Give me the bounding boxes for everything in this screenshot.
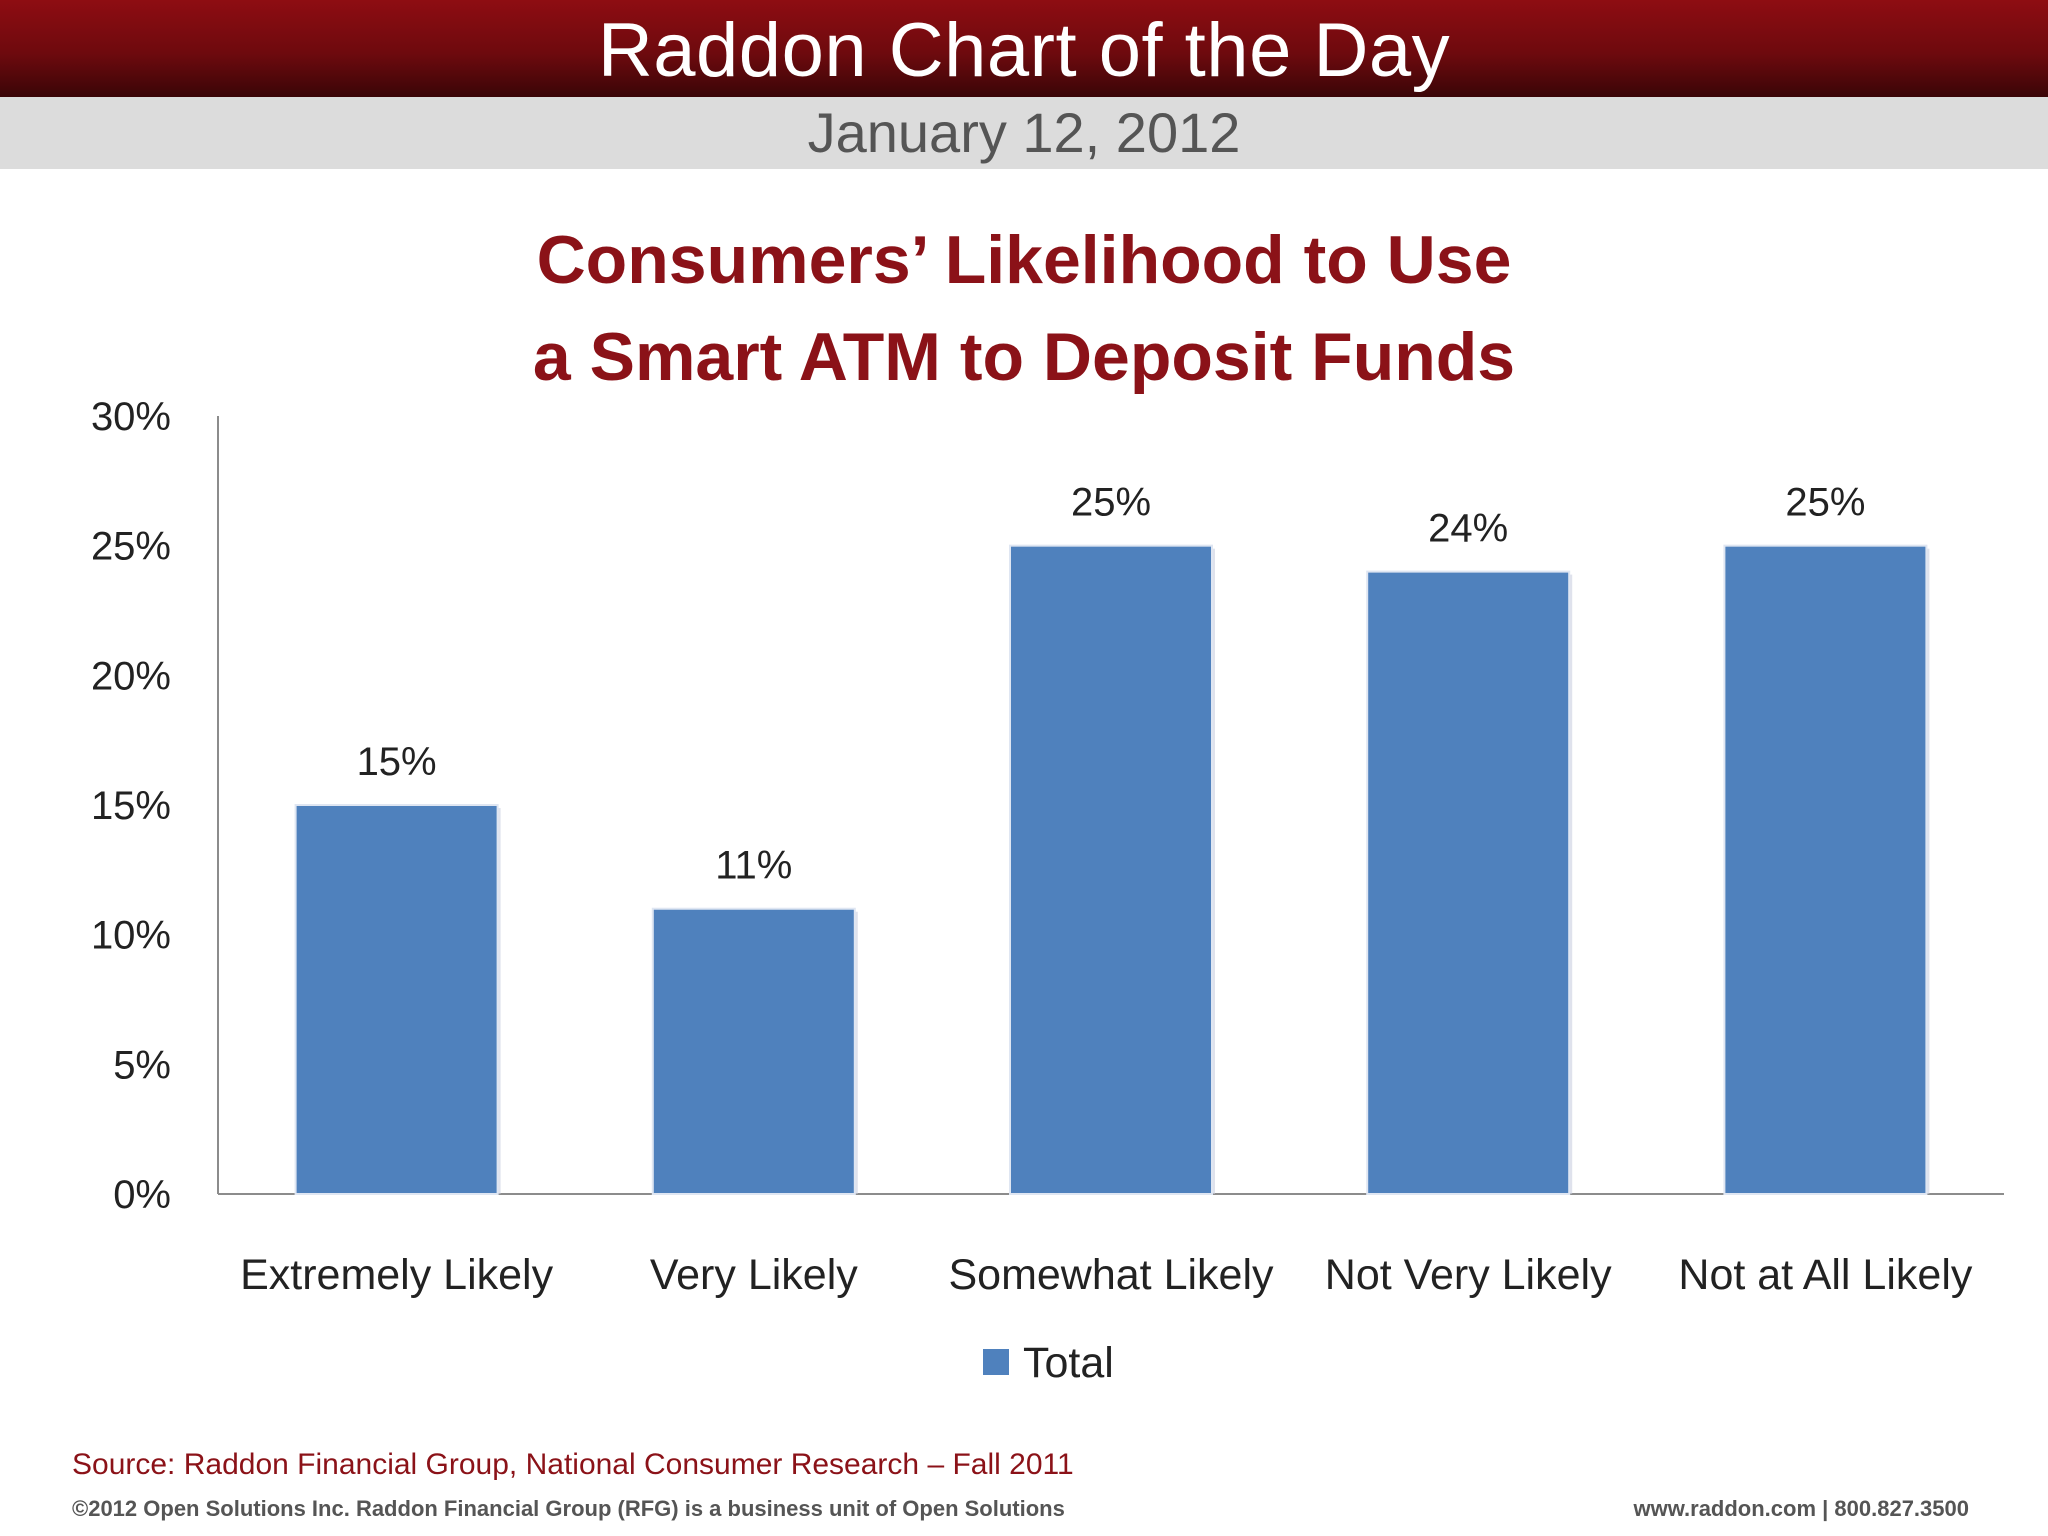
date-band: January 12, 2012: [0, 97, 2048, 169]
x-tick-label: Somewhat Likely: [948, 1251, 1274, 1299]
chart-title: Consumers’ Likelihood to Use a Smart ATM…: [0, 212, 2048, 406]
data-label: 25%: [1071, 481, 1151, 525]
footer-copyright: ©2012 Open Solutions Inc. Raddon Financi…: [72, 1496, 1065, 1521]
y-tick-label: 0%: [113, 1173, 171, 1217]
footer-contact: www.raddon.com | 800.827.3500: [1633, 1496, 1970, 1521]
data-label: 24%: [1428, 507, 1508, 551]
bar-somewhat-likely: [1009, 544, 1213, 1195]
y-tick-label: 25%: [91, 525, 171, 569]
bar-very-likely: [651, 907, 856, 1195]
chart-title-line-1: Consumers’ Likelihood to Use: [536, 222, 1512, 298]
bar-not-very-likely: [1366, 570, 1571, 1195]
page-date: January 12, 2012: [807, 101, 1241, 164]
data-label: 15%: [357, 740, 437, 784]
legend-swatch: [983, 1349, 1009, 1375]
y-tick-label: 5%: [113, 1043, 171, 1087]
y-tick-label: 20%: [91, 654, 171, 698]
bar-not-at-all-likely: [1723, 544, 1928, 1195]
header-banner: Raddon Chart of the Day: [0, 0, 2048, 97]
page-title: Raddon Chart of the Day: [597, 7, 1451, 93]
x-tick-label: Very Likely: [650, 1251, 858, 1299]
chart-title-line-2: a Smart ATM to Deposit Funds: [532, 319, 1516, 395]
data-label: 25%: [1785, 481, 1865, 525]
y-tick-label: 10%: [91, 914, 171, 958]
bar-extremely-likely: [294, 804, 499, 1195]
footer-source: Source: Raddon Financial Group, National…: [72, 1448, 1074, 1481]
x-tick-label: Not Very Likely: [1325, 1251, 1612, 1299]
x-tick-label: Not at All Likely: [1678, 1251, 1972, 1299]
y-tick-label: 15%: [91, 784, 171, 828]
data-label: 11%: [715, 844, 792, 888]
y-tick-label: 30%: [91, 395, 171, 439]
x-tick-label: Extremely Likely: [240, 1251, 554, 1299]
legend-label: Total: [1023, 1339, 1114, 1387]
